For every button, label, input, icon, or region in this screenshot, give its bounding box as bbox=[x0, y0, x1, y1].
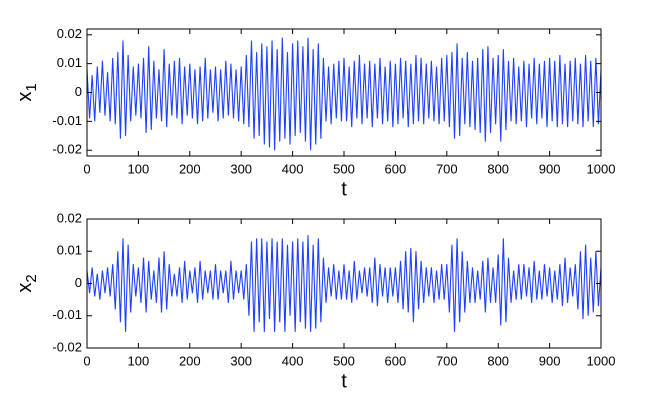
x-tick-label: 100 bbox=[128, 161, 150, 176]
x-tick-label: 900 bbox=[539, 161, 561, 176]
x-tick-label: 500 bbox=[333, 353, 355, 368]
plot-area bbox=[87, 29, 601, 156]
x-tick-label: 200 bbox=[179, 353, 201, 368]
x-tick-label: 700 bbox=[436, 353, 458, 368]
y-tick-label: -0.01 bbox=[52, 307, 82, 322]
x-tick-label: 400 bbox=[282, 353, 304, 368]
y-axis-label-subscript: 1 bbox=[23, 83, 40, 91]
x-axis-label: t bbox=[341, 178, 347, 200]
signal-line bbox=[86, 37, 602, 151]
x-tick-label: 500 bbox=[333, 161, 355, 176]
y-tick-label: 0 bbox=[75, 275, 82, 290]
x-tick-label: 200 bbox=[179, 161, 201, 176]
x-tick-label: 300 bbox=[230, 161, 252, 176]
y-axis-label: x2 bbox=[14, 274, 40, 292]
x-tick-label: 700 bbox=[436, 161, 458, 176]
x-tick-label: 600 bbox=[385, 161, 407, 176]
x-tick-label: 900 bbox=[539, 353, 561, 368]
x-tick-label: 1000 bbox=[587, 161, 616, 176]
y-axis-label-main: x bbox=[14, 92, 36, 102]
x-axis-label: t bbox=[341, 370, 347, 392]
y-tick-label: 0.02 bbox=[57, 210, 82, 225]
x-tick-label: 0 bbox=[83, 161, 90, 176]
y-tick-label: -0.01 bbox=[52, 113, 82, 128]
y-axis-label: x1 bbox=[14, 83, 40, 101]
y-axis-label-main: x bbox=[14, 283, 36, 293]
x-tick-label: 100 bbox=[128, 353, 150, 368]
x-tick-label: 400 bbox=[282, 161, 304, 176]
y-tick-label: -0.02 bbox=[52, 142, 82, 157]
y-tick-label: 0 bbox=[75, 84, 82, 99]
y-axis-label-subscript: 2 bbox=[23, 274, 40, 282]
x-tick-label: 0 bbox=[83, 353, 90, 368]
x-tick-label: 600 bbox=[385, 353, 407, 368]
signal-line bbox=[86, 235, 602, 332]
x-tick-label: 300 bbox=[230, 353, 252, 368]
y-tick-label: 0.02 bbox=[57, 26, 82, 41]
x-tick-label: 800 bbox=[487, 353, 509, 368]
x-tick-label: 1000 bbox=[587, 353, 616, 368]
x-tick-label: 800 bbox=[487, 161, 509, 176]
y-tick-label: 0.01 bbox=[57, 243, 82, 258]
y-tick-label: 0.01 bbox=[57, 55, 82, 70]
plot-area bbox=[87, 219, 601, 348]
y-tick-label: -0.02 bbox=[52, 339, 82, 354]
